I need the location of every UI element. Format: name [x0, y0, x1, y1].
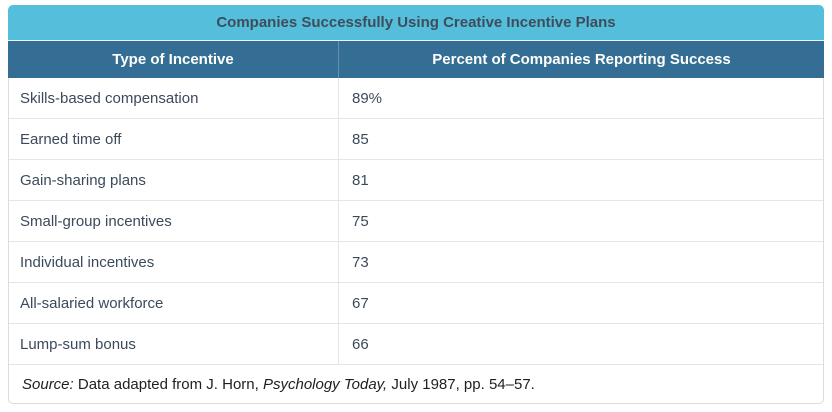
incentive-type-cell: Earned time off [20, 130, 122, 148]
percent-cell: 73 [338, 242, 823, 282]
table-row: Earned time off 85 [9, 119, 823, 160]
percent-cell: 81 [338, 160, 823, 200]
incentive-type-cell: Individual incentives [20, 253, 155, 271]
percent-cell: 67 [338, 283, 823, 323]
source-note: Source: Data adapted from J. Horn, Psych… [9, 365, 823, 403]
percent-cell: 75 [338, 201, 823, 241]
incentive-type-cell: All-salaried workforce [20, 294, 164, 312]
incentive-table-card: Companies Successfully Using Creative In… [8, 5, 824, 404]
table-row: All-salaried workforce 67 [9, 283, 823, 324]
journal-name: Psychology Today, [262, 375, 388, 393]
source-text-1: Data adapted from J. Horn, [73, 375, 263, 393]
incentive-type-cell: Lump-sum bonus [20, 335, 136, 353]
percent-cell: 66 [338, 324, 823, 364]
percent-cell: 89% [338, 78, 823, 118]
table-row: Gain-sharing plans 81 [9, 160, 823, 201]
table-row: Skills-based compensation 89% [9, 78, 823, 119]
table-row: Small-group incentives 75 [9, 201, 823, 242]
table-body: Skills-based compensation 89% Earned tim… [8, 78, 824, 404]
table-row: Lump-sum bonus 66 [9, 324, 823, 365]
header-cell-incentive-type: Type of Incentive [112, 51, 234, 68]
incentive-type-cell: Skills-based compensation [20, 89, 199, 107]
table-header-row: Type of Incentive Percent of Companies R… [8, 41, 824, 78]
table-row: Individual incentives 73 [9, 242, 823, 283]
incentive-type-cell: Small-group incentives [20, 212, 172, 230]
source-label: Source: [22, 375, 74, 393]
percent-cell: 85 [338, 119, 823, 159]
header-cell-percent-success: Percent of Companies Reporting Success [338, 41, 824, 78]
table-title: Companies Successfully Using Creative In… [8, 5, 824, 41]
incentive-type-cell: Gain-sharing plans [20, 171, 146, 189]
source-text-2: July 1987, pp. 54–57. [387, 375, 535, 393]
